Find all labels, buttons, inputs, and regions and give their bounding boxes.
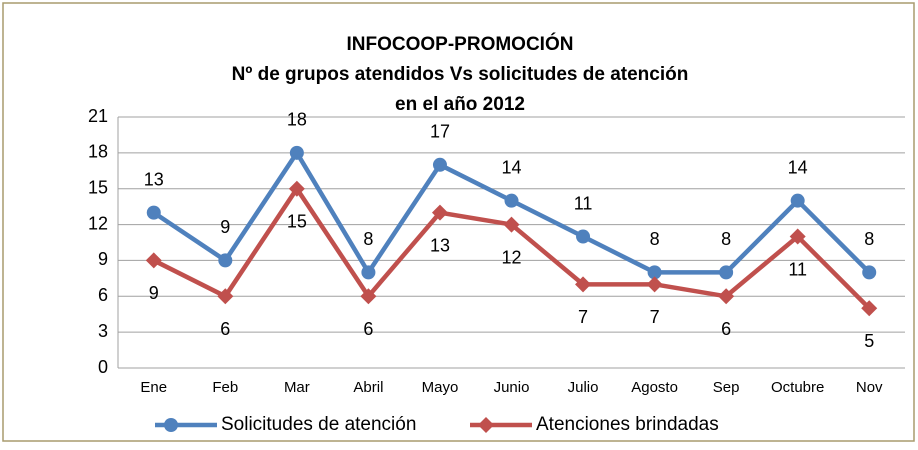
data-label: 6 [721, 319, 731, 339]
point [146, 205, 161, 220]
data-label: 14 [788, 157, 808, 177]
point [289, 145, 304, 160]
y-tick-label: 15 [88, 177, 108, 197]
data-label: 7 [650, 307, 660, 327]
x-tick-label: Feb [212, 379, 238, 396]
y-tick-label: 12 [88, 213, 108, 233]
data-label: 5 [864, 331, 874, 351]
point [217, 288, 234, 305]
x-tick-label: Abril [353, 379, 383, 396]
point [218, 253, 233, 268]
legend-marker [164, 418, 178, 432]
data-label: 17 [430, 122, 450, 142]
y-tick-label: 6 [98, 285, 108, 305]
point [503, 216, 520, 233]
point [576, 229, 591, 244]
x-tick-label: Junio [494, 379, 530, 396]
legend-label: Atenciones brindadas [536, 414, 719, 435]
data-label: 6 [363, 319, 373, 339]
y-tick-label: 18 [88, 142, 108, 162]
data-label: 15 [287, 211, 307, 231]
point [575, 276, 592, 293]
data-label: 11 [574, 193, 593, 213]
point [646, 276, 663, 293]
point [431, 204, 448, 221]
x-tick-label: Mar [284, 379, 310, 396]
x-tick-label: Mayo [422, 379, 459, 396]
data-label: 13 [144, 169, 164, 189]
x-tick-label: Ene [140, 379, 167, 396]
chart-title: INFOCOOP-PROMOCIÓN [347, 33, 574, 55]
y-tick-label: 3 [98, 321, 108, 341]
y-tick-label: 21 [88, 106, 108, 126]
point [719, 265, 734, 280]
point [861, 300, 878, 317]
x-tick-label: Agosto [631, 379, 678, 396]
data-label: 12 [501, 247, 521, 267]
data-label: 13 [430, 235, 450, 255]
point [790, 193, 805, 208]
x-tick-label: Octubre [771, 379, 824, 396]
data-label: 18 [287, 110, 307, 130]
point [288, 180, 305, 197]
data-label: 8 [721, 229, 731, 249]
x-tick-label: Julio [568, 379, 599, 396]
y-tick-label: 0 [98, 357, 108, 377]
data-label: 7 [578, 307, 588, 327]
data-label: 8 [650, 229, 660, 249]
data-label: 14 [501, 157, 521, 177]
point [862, 265, 877, 280]
data-label: 6 [220, 319, 230, 339]
data-label: 9 [149, 283, 159, 303]
legend-marker [478, 417, 494, 433]
point [361, 265, 376, 280]
chart-title: en el año 2012 [395, 94, 525, 115]
point [718, 288, 735, 305]
point [789, 228, 806, 245]
data-label: 11 [788, 259, 807, 279]
legend-label: Solicitudes de atención [221, 414, 416, 435]
data-label: 9 [220, 217, 230, 237]
point [647, 265, 662, 280]
x-tick-label: Sep [713, 379, 740, 396]
point [432, 157, 447, 172]
y-tick-label: 9 [98, 249, 108, 269]
chart-title: Nº de grupos atendidos Vs solicitudes de… [232, 64, 689, 85]
data-label: 8 [864, 229, 874, 249]
x-tick-label: Nov [856, 379, 883, 396]
point [145, 252, 162, 269]
point [360, 288, 377, 305]
data-label: 8 [363, 229, 373, 249]
point [504, 193, 519, 208]
